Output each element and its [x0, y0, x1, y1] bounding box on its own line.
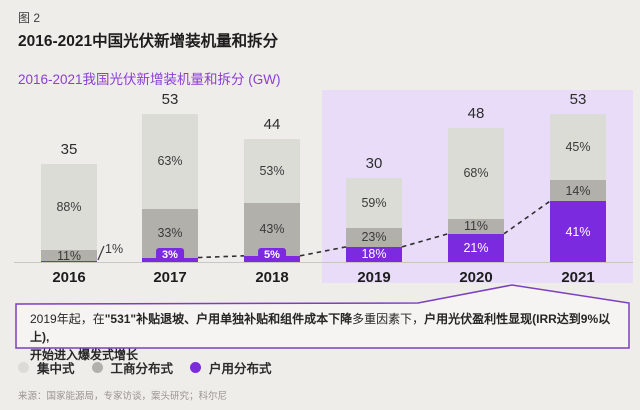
- legend: 集中式 工商分布式 户用分布式: [18, 358, 289, 377]
- legend-dot-icon: [190, 362, 202, 373]
- bar-value-label: 53: [161, 90, 179, 108]
- x-axis-baseline: [14, 262, 633, 263]
- pct-label: 18%: [361, 247, 387, 262]
- annotation-segment: 开始进入爆发式增长: [30, 348, 139, 362]
- pct-label: 14%: [565, 183, 591, 198]
- pct-badge: 5%: [258, 247, 286, 262]
- segment-commercial-industrial: [346, 227, 402, 247]
- callout-bubble-shape: [15, 284, 630, 349]
- bar-value-label: 35: [60, 141, 78, 158]
- bar-2021: 45% 14% 41%: [550, 113, 606, 262]
- annotation-text: 2019年起，在"531"补贴退坡、户用单独补贴和组件成本下降多重因素下，户用光…: [30, 310, 618, 364]
- axis-label-2018: 2018: [255, 269, 289, 286]
- segment-residential: [550, 201, 606, 262]
- axis-label-2019: 2019: [357, 269, 391, 286]
- pct-label: 41%: [565, 224, 591, 239]
- annotation-callout: 2019年起，在"531"补贴退坡、户用单独补贴和组件成本下降多重因素下，户用光…: [0, 278, 640, 362]
- legend-item-户用分布式: 户用分布式: [190, 358, 272, 377]
- legend-label: 集中式: [37, 362, 75, 376]
- pct-label: 43%: [259, 222, 285, 237]
- axis-label-2016: 2016: [52, 269, 86, 286]
- segment-centralized: [244, 138, 300, 203]
- one-percent-tick: [97, 245, 105, 261]
- bar-value-label: 30: [365, 155, 383, 172]
- annotation-segment: 户用光伏盈利性显现(IRR达到9%以上),: [30, 312, 611, 344]
- bar-value-label: 53: [569, 90, 587, 108]
- chart-subtitle: 2016-2021我国光伏新增装机量和拆分 (GW): [18, 72, 281, 87]
- pct-label: 59%: [361, 195, 387, 210]
- legend-label: 户用分布式: [209, 362, 272, 376]
- annotation-segment: 多重因素下，: [352, 312, 425, 326]
- axis-label-2017: 2017: [153, 269, 187, 286]
- bar-2020: 68% 11% 21%: [448, 127, 504, 262]
- segment-centralized: [550, 113, 606, 181]
- pct-label-outside: 1%: [105, 242, 124, 256]
- segment-residential: [41, 261, 97, 262]
- bar-2017: 63% 33% 3%: [142, 113, 198, 262]
- legend-label: 工商分布式: [110, 362, 174, 376]
- bar-2018: 53% 43% 5%: [244, 138, 300, 262]
- pct-badge: 3%: [156, 248, 184, 262]
- segment-commercial-industrial: [41, 250, 97, 262]
- pct-label: 33%: [157, 226, 183, 241]
- bar-value-label: 48: [467, 104, 485, 122]
- pct-label: 45%: [565, 140, 591, 154]
- source-note: 来源：国家能源局，专家访谈，案头研究；科尔尼: [18, 391, 228, 402]
- segment-centralized: [41, 164, 97, 251]
- page-title: 2016-2021中国光伏新增装机量和拆分: [18, 33, 279, 50]
- pct-label: 68%: [463, 166, 489, 181]
- pct-label: 23%: [361, 230, 387, 245]
- axis-label-2021: 2021: [561, 269, 595, 286]
- pct-label: 11%: [463, 219, 489, 234]
- segment-residential: [448, 233, 504, 262]
- segment-residential: [346, 246, 402, 262]
- legend-item-工商分布式: 工商分布式: [91, 358, 174, 377]
- bar-2019: 59% 23% 18%: [346, 178, 402, 262]
- axis-label-2020: 2020: [459, 269, 493, 286]
- stacked-bar-chart: 35 2016 88% 11% 53 2017 63% 33% 3% 44 2018 53% 43% 5%…: [0, 85, 640, 286]
- segment-centralized: [448, 127, 504, 219]
- legend-dot-icon: [91, 362, 103, 373]
- pct-label: 63%: [157, 154, 183, 169]
- trend-dash-segment: [197, 255, 245, 259]
- legend-dot-icon: [18, 362, 29, 373]
- bar-2016: 88% 11%: [41, 164, 97, 263]
- pct-label: 21%: [463, 240, 489, 255]
- pct-label: 53%: [259, 163, 285, 178]
- bar-value-label: 44: [263, 115, 281, 133]
- pct-label: 88%: [56, 200, 82, 215]
- segment-commercial-industrial: [448, 219, 504, 234]
- segment-commercial-industrial: [550, 180, 606, 202]
- figure-label: 图 2: [18, 11, 41, 25]
- segment-commercial-industrial: [244, 202, 300, 256]
- segment-centralized: [346, 178, 402, 228]
- annotation-segment: 2019年起，在: [30, 312, 105, 326]
- pct-label: 11%: [56, 248, 82, 263]
- annotation-segment: "531"补贴退坡、户用单独补贴和组件成本下降: [104, 312, 353, 326]
- legend-item-集中式: 集中式: [18, 358, 75, 377]
- chart-header: 图 2 2016-2021中国光伏新增装机量和拆分 2016-2021我国光伏新…: [18, 9, 281, 88]
- segment-centralized: [142, 113, 198, 209]
